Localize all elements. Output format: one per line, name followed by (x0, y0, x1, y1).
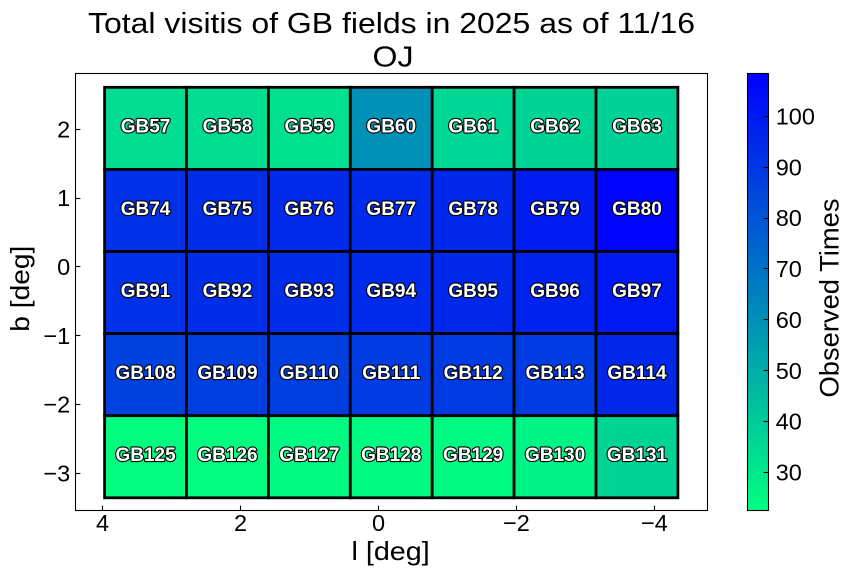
svg-text:GB59: GB59 (285, 117, 335, 138)
svg-text:Total visitis of GB fields in: Total visitis of GB fields in 2025 as of… (88, 8, 695, 40)
svg-text:0: 0 (57, 254, 70, 280)
svg-text:80: 80 (776, 205, 802, 231)
svg-text:GB97: GB97 (612, 281, 662, 302)
svg-text:GB130: GB130 (525, 445, 585, 466)
svg-text:GB57: GB57 (121, 117, 171, 138)
svg-text:GB126: GB126 (197, 445, 257, 466)
svg-text:−1: −1 (43, 323, 70, 349)
svg-text:GB78: GB78 (448, 199, 498, 220)
svg-text:60: 60 (776, 307, 802, 333)
svg-text:GB109: GB109 (197, 363, 257, 384)
svg-text:GB80: GB80 (612, 199, 662, 220)
svg-text:100: 100 (776, 104, 815, 130)
svg-text:GB96: GB96 (530, 281, 580, 302)
svg-text:GB129: GB129 (443, 445, 503, 466)
svg-text:GB127: GB127 (279, 445, 339, 466)
svg-text:−3: −3 (43, 461, 70, 487)
svg-text:1: 1 (57, 185, 70, 211)
svg-text:90: 90 (776, 154, 802, 180)
svg-text:GB131: GB131 (607, 445, 668, 466)
svg-text:GB61: GB61 (448, 117, 498, 138)
svg-text:GB112: GB112 (444, 363, 503, 384)
svg-text:GB74: GB74 (121, 199, 171, 220)
svg-text:GB128: GB128 (361, 445, 421, 466)
svg-text:70: 70 (776, 256, 802, 282)
svg-text:GB108: GB108 (115, 363, 175, 384)
svg-text:30: 30 (776, 459, 802, 485)
svg-text:GB113: GB113 (525, 363, 584, 384)
svg-text:l [deg]: l [deg] (352, 536, 430, 566)
svg-text:−2: −2 (503, 510, 530, 536)
svg-text:GB75: GB75 (203, 199, 253, 220)
svg-text:GB91: GB91 (121, 281, 171, 302)
svg-text:GB125: GB125 (115, 445, 176, 466)
svg-text:50: 50 (776, 358, 802, 384)
svg-text:GB62: GB62 (530, 117, 580, 138)
svg-text:GB63: GB63 (612, 117, 662, 138)
svg-text:4: 4 (96, 510, 109, 536)
svg-text:OJ: OJ (373, 42, 414, 74)
svg-text:2: 2 (234, 510, 247, 536)
svg-text:Observed Times: Observed Times (815, 199, 845, 398)
svg-text:−2: −2 (43, 392, 70, 418)
svg-text:GB93: GB93 (285, 281, 335, 302)
svg-text:GB92: GB92 (203, 281, 253, 302)
svg-text:GB76: GB76 (285, 199, 335, 220)
svg-text:GB111: GB111 (362, 363, 421, 384)
svg-text:GB58: GB58 (203, 117, 253, 138)
svg-text:GB95: GB95 (448, 281, 498, 302)
svg-text:GB114: GB114 (607, 363, 667, 384)
svg-text:GB79: GB79 (530, 199, 580, 220)
svg-text:GB77: GB77 (366, 199, 416, 220)
svg-text:−4: −4 (641, 510, 668, 536)
svg-text:b [deg]: b [deg] (5, 246, 35, 332)
svg-text:GB94: GB94 (366, 281, 416, 302)
svg-text:GB60: GB60 (366, 117, 416, 138)
svg-text:0: 0 (372, 510, 385, 536)
svg-text:GB110: GB110 (280, 363, 339, 384)
svg-text:2: 2 (57, 116, 70, 142)
svg-text:40: 40 (776, 409, 802, 435)
